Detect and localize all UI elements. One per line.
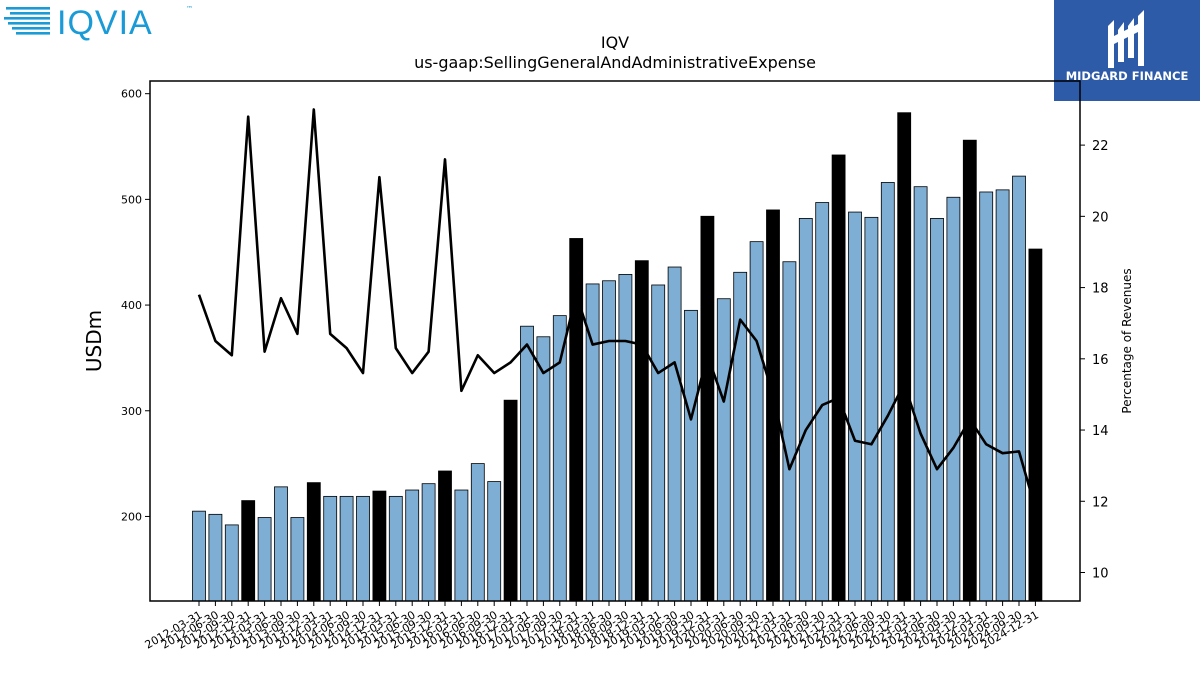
y2-tick-label-14: 14 <box>1092 424 1109 439</box>
bar-2023-03-31 <box>913 186 928 602</box>
bar-2015-12-31 <box>438 470 452 602</box>
bar-2014-12-31 <box>372 490 387 602</box>
bar-2020-03-31 <box>716 298 731 602</box>
bar-2022-12-31 <box>897 112 912 602</box>
bar-2020-09-30 <box>749 241 764 602</box>
bar-2012-09-30 <box>224 524 239 602</box>
bar-2016-06-30 <box>470 463 485 602</box>
bar-2013-12-31 <box>306 482 321 602</box>
bar-2021-06-30 <box>798 217 813 602</box>
bar-2024-12-31 <box>1028 248 1043 602</box>
bar-2019-03-31 <box>651 284 666 602</box>
bar-2014-03-31 <box>323 495 338 602</box>
bar-2023-09-30 <box>946 196 961 602</box>
bar-2012-03-31 <box>192 510 206 602</box>
bar-2013-06-30 <box>274 486 288 602</box>
y-tick-label-200: 200 <box>121 510 142 523</box>
y-tick-label-400: 400 <box>121 299 142 312</box>
bar-2018-12-31 <box>634 260 649 602</box>
bar-2012-12-31 <box>241 500 256 602</box>
bar-2012-06-30 <box>208 513 223 602</box>
y2-tick-label-22: 22 <box>1092 139 1109 154</box>
bar-2017-03-31 <box>520 325 534 602</box>
midgard-finance-logo-text: MIDGARD FINANCE <box>1066 69 1189 83</box>
bar-2015-03-31 <box>388 495 403 602</box>
chart-subtitle: us-gaap:SellingGeneralAndAdministrativeE… <box>414 53 816 72</box>
y-axis-label: USDm <box>82 310 106 372</box>
bar-2017-06-30 <box>536 336 551 602</box>
bar-2019-09-30 <box>684 309 698 602</box>
bar-2022-03-31 <box>848 211 862 602</box>
bar-2023-12-31 <box>962 139 977 602</box>
bar-2014-06-30 <box>339 495 354 602</box>
y2-tick-label-20: 20 <box>1092 210 1109 225</box>
y-tick-label-300: 300 <box>121 405 142 418</box>
chart-title: IQV <box>601 33 629 52</box>
y-tick-label-600: 600 <box>121 88 142 101</box>
iqvia-logo-mark: IQVIA ™ <box>4 4 193 42</box>
bar-2013-03-31 <box>257 517 272 602</box>
pct-revenue-line <box>197 108 1037 509</box>
y2-tick-label-12: 12 <box>1092 495 1109 510</box>
bar-2019-12-31 <box>700 215 715 602</box>
bar-2024-06-30 <box>995 189 1010 602</box>
plot-frame <box>149 80 1081 602</box>
bar-2019-06-30 <box>667 266 682 602</box>
y-axis-left: 200 300 400 500 600 <box>121 88 150 523</box>
y-tick-label-500: 500 <box>121 193 142 206</box>
bar-2015-06-30 <box>405 489 420 602</box>
bar-2024-03-31 <box>979 191 994 602</box>
bar-2014-09-30 <box>356 495 370 602</box>
bar-2024-09-30 <box>1012 175 1026 602</box>
bar-2016-12-31 <box>503 399 518 602</box>
bar-2023-06-30 <box>930 217 944 602</box>
bar-2013-09-30 <box>290 517 305 602</box>
bar-series <box>192 112 1043 602</box>
bar-2021-12-31 <box>831 154 846 602</box>
x-axis: 2012-03-312012-06-302012-09-302012-12-31… <box>143 601 1041 652</box>
midgard-finance-logo-mark: MIDGARD FINANCE <box>1066 10 1189 83</box>
midgard-finance-logo: MIDGARD FINANCE <box>1054 0 1200 101</box>
pct-revenue-series <box>197 108 1037 509</box>
bar-2022-06-30 <box>864 216 879 602</box>
bar-2018-09-30 <box>618 274 633 602</box>
y2-tick-label-10: 10 <box>1092 567 1109 582</box>
iqvia-logo-tm: ™ <box>186 5 193 13</box>
iqvia-logo-text: IQVIA <box>57 4 153 42</box>
bar-2021-03-31 <box>782 261 797 602</box>
bar-2017-12-31 <box>569 238 584 602</box>
bar-2015-09-30 <box>421 483 436 602</box>
bar-2020-12-31 <box>766 209 780 602</box>
y2-tick-label-18: 18 <box>1092 282 1109 297</box>
y2-axis-label: Percentage of Revenues <box>1120 268 1134 413</box>
y2-tick-label-16: 16 <box>1092 353 1109 368</box>
bar-2022-09-30 <box>880 182 895 602</box>
bar-2016-03-31 <box>454 489 469 602</box>
bar-2016-09-30 <box>487 481 502 602</box>
iqvia-logo: IQVIA ™ <box>0 0 220 42</box>
bar-2018-06-30 <box>602 280 616 602</box>
y-axis-right: 10 12 14 16 18 20 22 <box>1080 139 1109 582</box>
